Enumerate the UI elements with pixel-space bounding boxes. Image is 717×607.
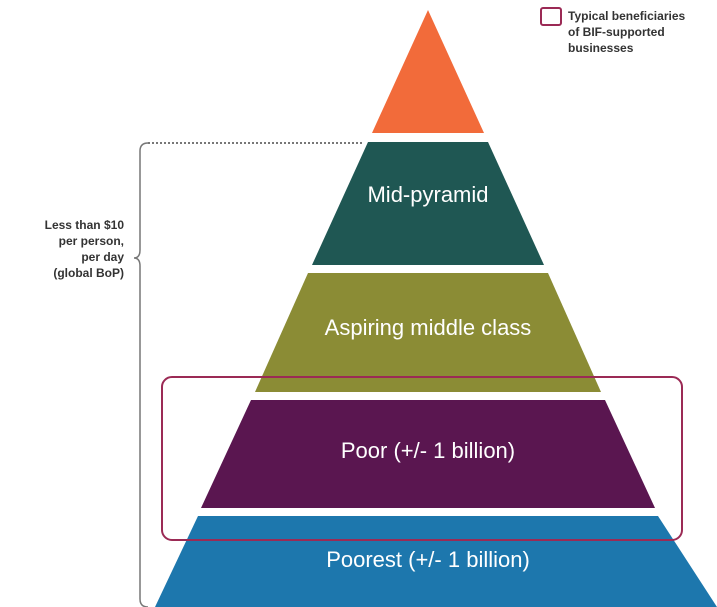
legend-text: Typical beneficiaries [568,9,685,23]
bracket [133,142,149,607]
bracket-text: (global BoP) [53,266,124,280]
legend-text: businesses [568,41,634,55]
bracket-text: per day [81,250,124,264]
aspiring-layer [255,273,601,392]
legend-swatch [540,7,562,26]
poorest-layer [155,516,717,607]
highlight-box [161,376,683,541]
layer-label: Mid-pyramid [367,182,488,207]
layer-label: Poorest (+/- 1 billion) [326,547,530,572]
bracket-text: per person, [59,234,124,248]
bracket-text: Less than $10 [45,218,125,232]
poor-layer [201,400,655,508]
legend-text: of BIF-supported [568,25,665,39]
top-layer [372,10,484,133]
layer-label: Poor (+/- 1 billion) [341,438,515,463]
layer-label: Aspiring middle class [325,315,532,340]
mid-pyramid-layer [312,142,544,265]
